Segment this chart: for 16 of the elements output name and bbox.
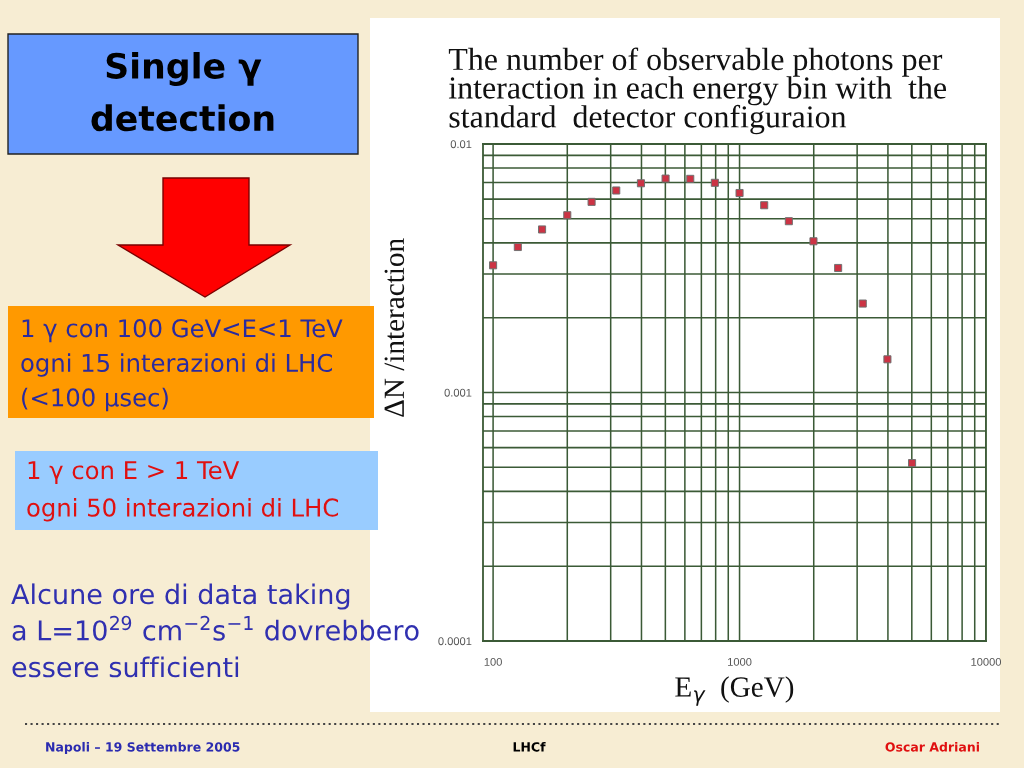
text: Oscar Adriani xyxy=(885,741,979,752)
text: Alcune ore di data taking a L=10$^{29}$ cm$^{−2}$s$^{−1}$ dovrebbero essere sufficienti xyxy=(11,583,419,678)
x-tick-label: 10000 xyxy=(971,657,1002,666)
y-tick-label: 0.01 xyxy=(450,140,472,149)
text: 1 γ con 100 GeV<E<1 TeV ogni 15 interazioni di LHC (<100 μsec) xyxy=(21,319,343,412)
text: Single γ detection xyxy=(91,52,274,132)
chart-title: The number of observable photons per interaction in each energy bin with the standard detector configuraion xyxy=(448,47,947,135)
text: Napoli – 19 Settembre 2005 xyxy=(46,741,240,755)
text: 1 γ con E > 1 TeV ogni 50 interazioni di LHC xyxy=(27,461,339,522)
x-tick-label: 100 xyxy=(484,657,502,666)
y-tick-label: 0.0001 xyxy=(438,637,472,646)
y-tick-label: 0.001 xyxy=(444,388,472,397)
x-tick-label: 1000 xyxy=(728,657,752,666)
y-axis-title: ΔN /interaction xyxy=(384,238,405,417)
text: LHCf xyxy=(513,741,546,752)
x-axis-title: E$_{γ}$ (GeV) xyxy=(675,676,794,706)
